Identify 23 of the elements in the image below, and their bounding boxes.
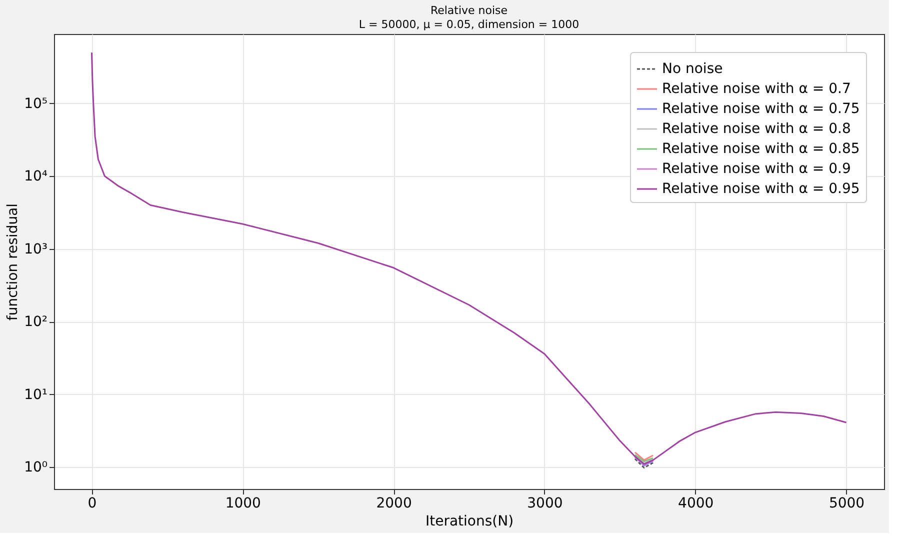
legend-label: Relative noise with α = 0.8 bbox=[662, 121, 851, 137]
x-tick-label: 0 bbox=[88, 496, 97, 512]
legend-label: Relative noise with α = 0.95 bbox=[662, 181, 860, 197]
legend-label: No noise bbox=[662, 61, 723, 77]
legend-label: Relative noise with α = 0.85 bbox=[662, 141, 860, 157]
y-axis-title: function residual bbox=[5, 203, 22, 321]
x-tick-label: 1000 bbox=[225, 496, 261, 512]
x-axis-title: Iterations(N) bbox=[425, 514, 514, 530]
y-tick-label: 10³ bbox=[24, 241, 48, 258]
x-tick-label: 2000 bbox=[376, 496, 412, 512]
chart-subtitle: L = 50000, μ = 0.05, dimension = 1000 bbox=[358, 18, 580, 31]
x-tick-label: 3000 bbox=[527, 496, 563, 512]
y-tick-label: 10⁵ bbox=[24, 96, 48, 112]
legend-label: Relative noise with α = 0.75 bbox=[662, 101, 860, 117]
x-tick-label: 5000 bbox=[828, 496, 865, 512]
y-tick-label: 10² bbox=[24, 314, 48, 330]
y-tick-label: 10⁰ bbox=[24, 460, 48, 476]
legend-label: Relative noise with α = 0.9 bbox=[662, 161, 851, 177]
legend-label: Relative noise with α = 0.7 bbox=[662, 81, 851, 97]
chart-title: Relative noise bbox=[430, 4, 508, 17]
x-tick-label: 4000 bbox=[678, 496, 714, 512]
y-tick-label: 10⁴ bbox=[24, 168, 48, 185]
y-tick-label: 10¹ bbox=[24, 386, 48, 403]
